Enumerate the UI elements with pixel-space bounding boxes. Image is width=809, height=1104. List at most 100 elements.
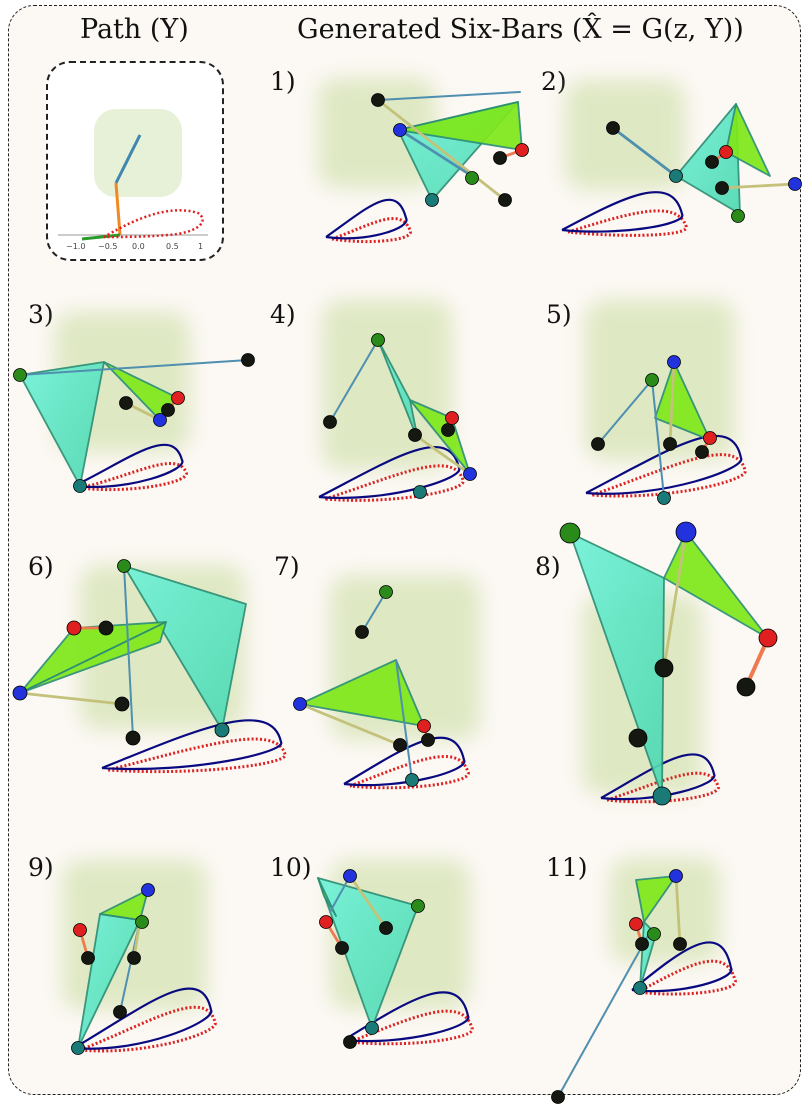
teal-joint xyxy=(71,1041,85,1055)
blue-link-bar xyxy=(377,91,521,101)
target-path xyxy=(637,959,737,996)
generated-path xyxy=(631,941,733,993)
inset-link-green xyxy=(81,233,121,241)
olive-link-bar xyxy=(674,874,682,946)
blue-link-bar xyxy=(398,128,477,180)
red-joint xyxy=(515,143,529,157)
blue-joint xyxy=(12,685,28,701)
blue-link-bar xyxy=(651,379,665,498)
inset-tick-label: −1.0 xyxy=(66,242,85,251)
black-joint xyxy=(493,151,507,165)
olive-link-bar xyxy=(348,874,388,930)
teal-joint xyxy=(633,981,647,995)
generated-path xyxy=(73,443,184,489)
teal-joint xyxy=(669,169,683,183)
black-joint xyxy=(125,730,141,746)
black-joint xyxy=(663,437,677,451)
inset-tick-label: 1 xyxy=(198,242,203,251)
green-joint xyxy=(465,171,479,185)
red-joint xyxy=(719,145,733,159)
green-link-triangle xyxy=(654,361,711,441)
inset-glow xyxy=(94,109,182,197)
blue-joint xyxy=(669,869,683,883)
black-joint xyxy=(628,728,648,748)
red-joint xyxy=(703,431,717,445)
input-path-inset: −1.0 −0.5 0.0 0.5 1 xyxy=(46,61,224,261)
generated-heading: Generated Six-Bars (X̂ = G(z, Y)) xyxy=(297,14,744,45)
olive-link-bar xyxy=(18,691,124,706)
generated-path xyxy=(101,719,283,771)
green-link-triangle xyxy=(397,101,523,151)
black-joint xyxy=(591,437,605,451)
green-link-triangle xyxy=(409,399,471,475)
blue-link-bar xyxy=(557,931,651,1098)
green-joint xyxy=(731,209,745,223)
black-joint xyxy=(335,941,349,955)
blue-joint xyxy=(675,521,697,543)
panel-label-3: 3) xyxy=(28,300,54,329)
olive-link-bar xyxy=(376,98,507,202)
generated-path xyxy=(343,736,466,787)
panel-label-2: 2) xyxy=(541,67,567,96)
blue-link-bar xyxy=(19,359,249,376)
green-link-triangle xyxy=(99,889,149,921)
black-joint xyxy=(408,428,422,442)
blue-joint xyxy=(667,355,681,369)
black-joint xyxy=(393,738,407,752)
target-path xyxy=(324,464,465,502)
black-joint xyxy=(98,620,114,636)
blue-joint xyxy=(293,697,307,711)
blue-link-bar xyxy=(361,591,387,633)
black-joint xyxy=(323,415,337,429)
black-joint xyxy=(81,951,95,965)
coupler-glow xyxy=(610,858,720,963)
blue-link-bar xyxy=(123,565,134,739)
input-path-plot: −1.0 −0.5 0.0 0.5 1 xyxy=(58,109,208,251)
green-joint xyxy=(379,585,393,599)
cyan-link-triangle xyxy=(377,339,419,441)
teal-joint xyxy=(365,1021,379,1035)
target-path xyxy=(349,755,470,790)
black-joint xyxy=(421,733,435,747)
coupler-glow xyxy=(322,300,452,470)
inset-tick-label: 0.0 xyxy=(132,242,145,251)
green-joint xyxy=(117,559,131,573)
green-joint xyxy=(411,899,425,913)
olive-link-bar xyxy=(668,360,676,446)
black-joint xyxy=(114,696,130,712)
blue-joint xyxy=(463,467,477,481)
generated-path xyxy=(325,198,408,240)
green-joint xyxy=(559,522,581,544)
black-joint xyxy=(113,1005,127,1019)
black-joint xyxy=(379,921,393,935)
panel-label-1: 1) xyxy=(270,67,296,96)
target-path xyxy=(79,462,188,492)
black-joint xyxy=(673,937,687,951)
blue-joint xyxy=(343,869,357,883)
black-joint xyxy=(371,93,385,107)
black-joint xyxy=(736,677,756,697)
green-link-triangle xyxy=(725,103,771,177)
green-link-triangle xyxy=(299,659,425,727)
olive-link-bar xyxy=(720,182,797,190)
black-joint xyxy=(498,193,512,207)
cyan-link-triangle xyxy=(123,565,247,731)
blue-link-bar xyxy=(597,379,653,445)
red-joint xyxy=(66,620,82,636)
panel-label-9: 9) xyxy=(28,853,54,882)
teal-joint xyxy=(652,786,672,806)
red-joint xyxy=(445,411,459,425)
green-joint xyxy=(371,333,385,347)
target-path xyxy=(567,209,688,237)
black-joint xyxy=(551,1090,565,1104)
black-joint xyxy=(715,181,729,195)
inset-link-orange xyxy=(114,182,122,236)
generated-path xyxy=(343,991,470,1043)
blue-joint xyxy=(393,123,407,137)
blue-joint xyxy=(788,177,802,191)
black-joint xyxy=(355,625,369,639)
black-joint xyxy=(119,396,133,410)
target-path xyxy=(107,737,287,774)
teal-joint xyxy=(425,193,439,207)
red-joint xyxy=(629,917,643,931)
